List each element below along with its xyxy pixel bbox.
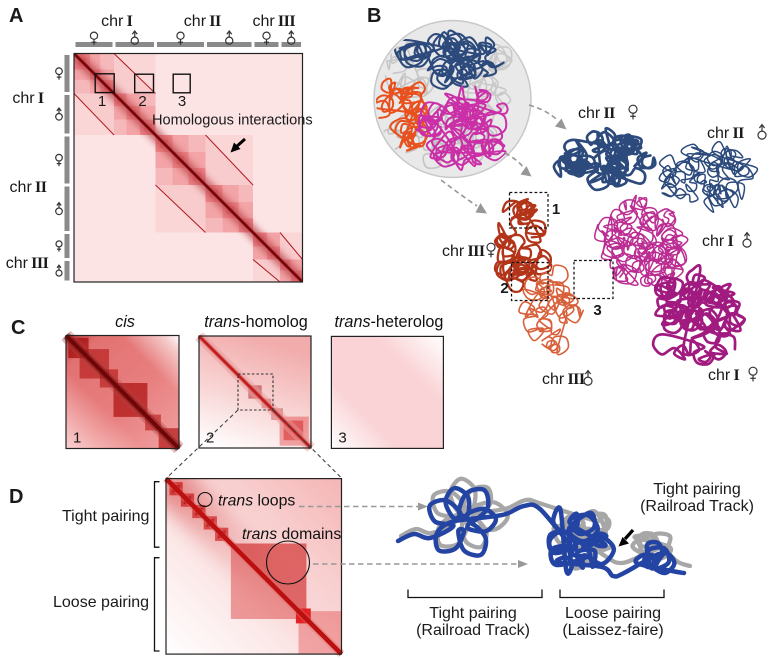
svg-text:trans-heterolog: trans-heterolog — [335, 313, 444, 331]
svg-text:3: 3 — [178, 93, 186, 110]
svg-text:D: D — [9, 486, 23, 508]
svg-text:Tight pairing: Tight pairing — [429, 605, 516, 622]
svg-text:B: B — [367, 5, 381, 27]
svg-text:3: 3 — [593, 302, 601, 319]
svg-text:chr I: chr I — [101, 13, 132, 30]
svg-text:Loose pairing: Loose pairing — [53, 594, 149, 611]
svg-text:chr I: chr I — [708, 367, 739, 384]
svg-text:trans-homolog: trans-homolog — [204, 313, 308, 331]
svg-text:(Laissez-faire): (Laissez-faire) — [562, 622, 663, 639]
svg-text:chr III: chr III — [6, 255, 49, 272]
svg-text:chr III: chr III — [442, 243, 485, 260]
svg-text:(Railroad Track): (Railroad Track) — [640, 498, 754, 515]
svg-text:Homologous interactions: Homologous interactions — [152, 113, 313, 129]
svg-text:Tight pairing: Tight pairing — [653, 481, 740, 498]
svg-text:chr II: chr II — [184, 13, 221, 30]
svg-text:1: 1 — [98, 93, 106, 110]
svg-text:chr III: chr III — [252, 13, 295, 30]
svg-text:1: 1 — [552, 201, 560, 218]
svg-text:Tight pairing: Tight pairing — [62, 508, 149, 525]
svg-text:2: 2 — [138, 93, 146, 110]
svg-text:C: C — [11, 317, 25, 339]
svg-text:Loose pairing: Loose pairing — [565, 605, 661, 622]
svg-text:chr III: chr III — [542, 371, 585, 388]
svg-text:A: A — [9, 5, 23, 27]
svg-text:2: 2 — [206, 430, 214, 447]
svg-text:3: 3 — [338, 429, 346, 446]
svg-text:chr I: chr I — [12, 90, 43, 107]
svg-text:chr I: chr I — [702, 233, 733, 250]
svg-text:trans loops: trans loops — [218, 493, 295, 510]
svg-text:cis: cis — [115, 313, 135, 331]
svg-text:chr II: chr II — [10, 179, 47, 196]
svg-text:2: 2 — [500, 280, 508, 297]
svg-text:trans domains: trans domains — [242, 526, 341, 543]
svg-text:(Railroad Track): (Railroad Track) — [416, 622, 530, 639]
svg-text:chr II: chr II — [707, 125, 744, 142]
svg-text:chr II: chr II — [578, 105, 615, 122]
svg-text:1: 1 — [73, 430, 81, 447]
